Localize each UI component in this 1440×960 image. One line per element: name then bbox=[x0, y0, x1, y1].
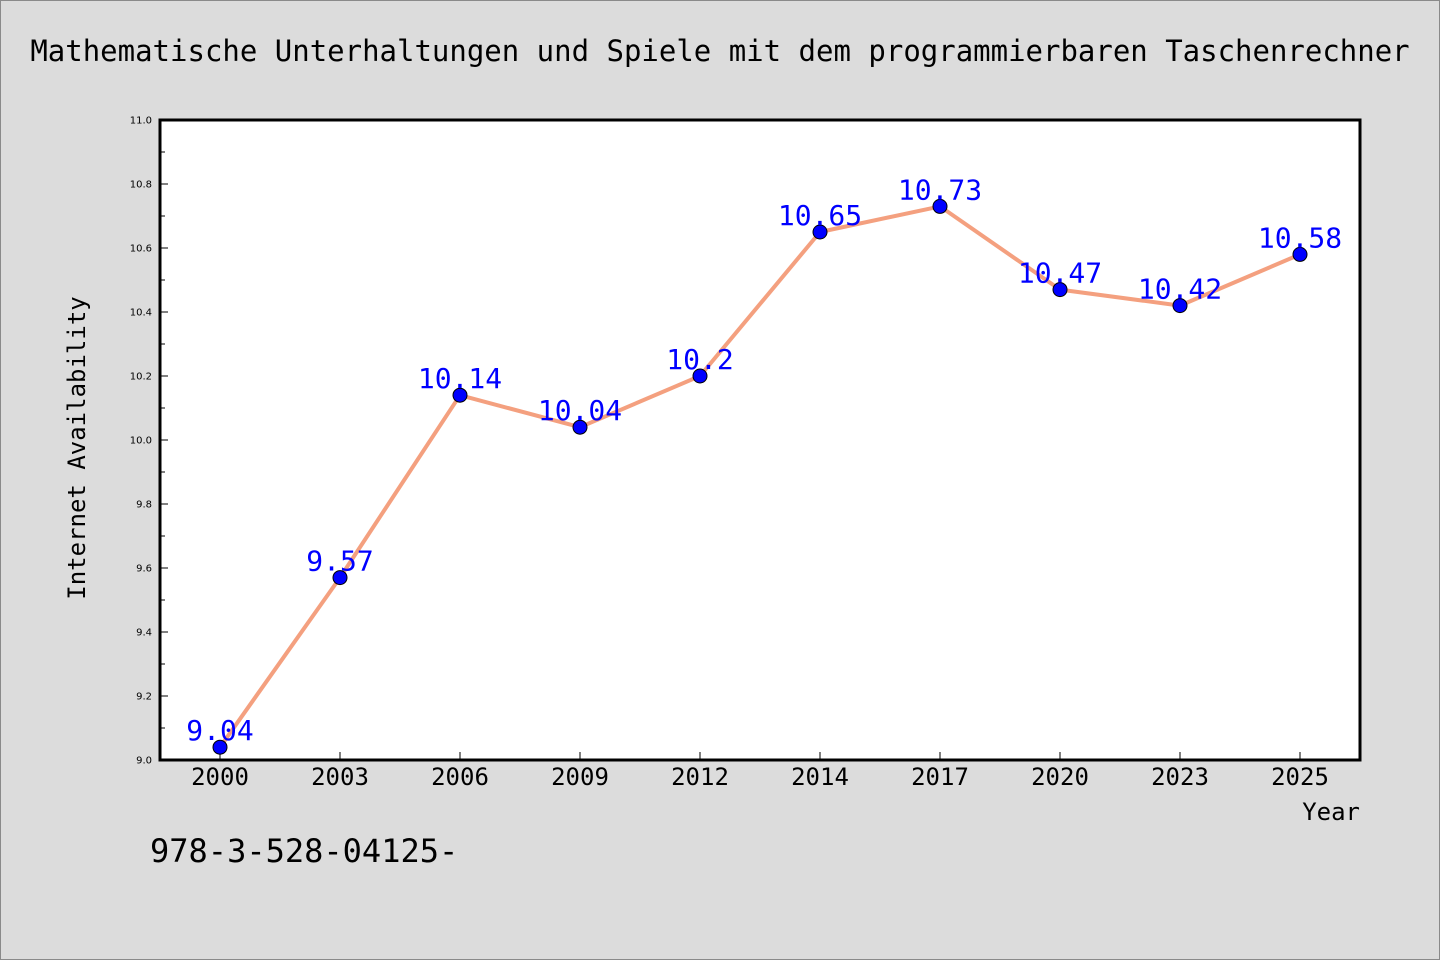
data-point bbox=[1052, 282, 1068, 298]
data-label: 10.65 bbox=[778, 199, 862, 232]
data-label: 9.04 bbox=[186, 714, 253, 747]
y-tick-label: 9.0 bbox=[136, 756, 152, 767]
plot-border bbox=[158, 118, 1362, 762]
data-label: 10.2 bbox=[666, 343, 733, 376]
x-tick-label: 2017 bbox=[911, 763, 969, 791]
x-tick-label: 2025 bbox=[1271, 763, 1329, 791]
data-label: 10.73 bbox=[898, 173, 982, 206]
x-tick-label: 2020 bbox=[1031, 763, 1089, 791]
data-point bbox=[212, 739, 228, 755]
data-point bbox=[572, 419, 588, 435]
data-label: 9.57 bbox=[306, 545, 373, 578]
y-tick-label: 10.6 bbox=[130, 244, 152, 255]
data-point bbox=[932, 198, 948, 214]
data-label: 10.04 bbox=[538, 394, 622, 427]
chart-title: Mathematische Unterhaltungen und Spiele … bbox=[30, 34, 1410, 68]
data-point bbox=[332, 570, 348, 586]
x-tick-label: 2006 bbox=[431, 763, 489, 791]
x-tick-label: 2009 bbox=[551, 763, 609, 791]
x-tick-label: 2023 bbox=[1151, 763, 1209, 791]
y-tick-label: 10.0 bbox=[130, 436, 152, 447]
data-labels: 9.04 9.57 10.14 10.04 10.2 10.65 10.73 10.47 10.… bbox=[186, 173, 1342, 747]
data-markers bbox=[212, 198, 1308, 755]
x-tick-label: 2003 bbox=[311, 763, 369, 791]
data-point bbox=[452, 387, 468, 403]
y-tick-label: 9.6 bbox=[136, 564, 152, 575]
x-tick-label: 2012 bbox=[671, 763, 729, 791]
data-label: 10.58 bbox=[1258, 221, 1342, 254]
data-point bbox=[1172, 298, 1188, 314]
y-tick-label: 9.4 bbox=[136, 628, 152, 639]
y-tick-label: 10.8 bbox=[130, 180, 152, 191]
y-tick-label: 10.2 bbox=[130, 372, 152, 383]
series-line bbox=[218, 204, 1301, 749]
y-tick-label: 9.2 bbox=[136, 692, 152, 703]
isbn-text: 978-3-528-04125- bbox=[150, 832, 459, 870]
data-label: 10.47 bbox=[1018, 257, 1102, 290]
y-tick-label: 9.8 bbox=[136, 500, 152, 511]
plot-area bbox=[160, 120, 1360, 760]
y-tick-label: 11.0 bbox=[130, 116, 152, 127]
y-axis-label: Internet Availability bbox=[63, 296, 91, 599]
data-label: 10.42 bbox=[1138, 273, 1222, 306]
data-label: 10.14 bbox=[418, 362, 502, 395]
data-point bbox=[812, 224, 828, 240]
data-point bbox=[1292, 246, 1308, 262]
x-tick-label: 2014 bbox=[791, 763, 849, 791]
y-tick-label: 10.4 bbox=[130, 308, 152, 319]
data-point bbox=[692, 368, 708, 384]
x-axis-label: Year bbox=[1302, 798, 1360, 826]
x-tick-label: 2000 bbox=[191, 763, 249, 791]
x-axis-ticks: 2000 2003 2006 2009 2012 2014 2017 2020 2023 2025 bbox=[191, 752, 1329, 791]
